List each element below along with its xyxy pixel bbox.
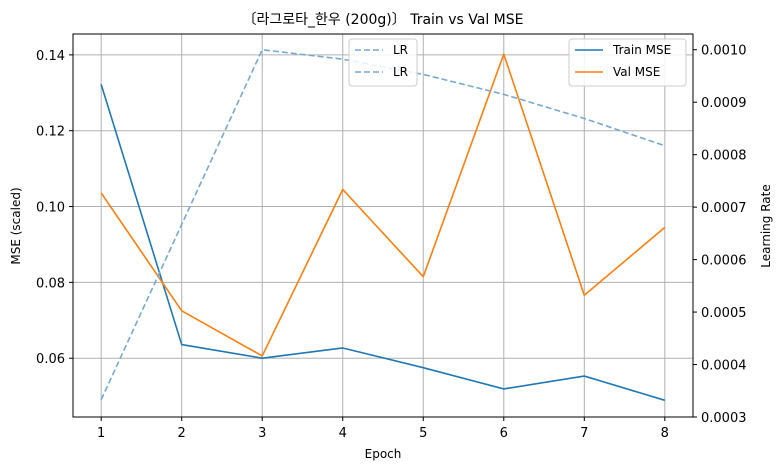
legend-entry-train-mse: Train MSE [612,43,671,57]
y2-tick-label: 0.0006 [701,254,747,269]
series-line-lr [100,48,666,401]
y2-tick-label: 0.0003 [701,411,747,426]
y-axis-label: MSE (scaled) [9,187,23,264]
x-tick-label: 2 [178,426,186,441]
y-tick-label: 0.08 [36,276,65,291]
y-axis-right: 0.0003 0.0004 0.0005 0.0006 0.0007 0.0008 0.00… [693,44,747,426]
legend-left: LR LR [348,38,418,87]
series-layer [100,48,666,402]
series-line-train-mse [100,84,666,402]
legend-right: Train MSE Val MSE [568,38,687,87]
legend-entry-lr-2: LR [393,65,408,79]
y2-tick-label: 0.0004 [701,359,747,374]
y2-tick-label: 0.0010 [701,44,747,59]
y-tick-label: 0.06 [36,352,65,367]
series-line-val-mse [100,53,666,357]
x-tick-label: 6 [500,426,508,441]
y-tick-label: 0.14 [36,49,65,64]
y2-tick-label: 0.0007 [701,201,747,216]
chart-title: 〔라그로타_한우 (200g)〕 Train vs Val MSE [242,12,523,28]
x-tick-label: 8 [661,426,669,441]
y-axis-left: 0.06 0.08 0.10 0.12 0.14 [36,49,73,367]
x-axis-label: Epoch [365,447,402,461]
y-tick-label: 0.10 [36,201,65,216]
y2-tick-label: 0.0008 [701,149,747,164]
legend-entry-lr-1: LR [393,43,408,57]
plot-frame [72,33,694,418]
x-tick-label: 4 [339,426,347,441]
x-tick-label: 1 [97,426,105,441]
x-tick-label: 3 [258,426,266,441]
y-tick-label: 0.12 [36,125,65,140]
y2-tick-label: 0.0009 [701,96,747,111]
x-axis: 1 2 3 4 5 6 7 8 [97,417,669,441]
grid [73,34,693,417]
y2-tick-label: 0.0005 [701,306,747,321]
x-tick-label: 7 [580,426,588,441]
x-tick-label: 5 [419,426,427,441]
legend-entry-val-mse: Val MSE [613,65,660,79]
y2-axis-label: Learning Rate [759,184,773,267]
